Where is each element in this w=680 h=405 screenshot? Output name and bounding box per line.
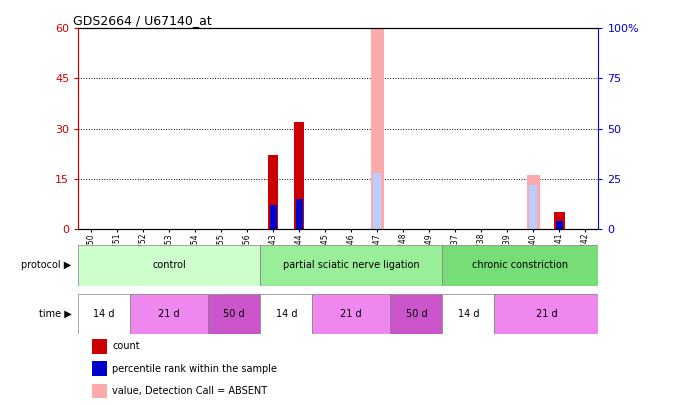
Text: percentile rank within the sample: percentile rank within the sample (112, 364, 277, 373)
Bar (268, 155, 279, 229)
Text: control: control (152, 260, 186, 270)
Text: 21 d: 21 d (341, 309, 362, 319)
Text: 21 d: 21 d (536, 309, 557, 319)
Bar (371, 28, 384, 229)
Bar (373, 173, 381, 229)
Bar (131, 294, 208, 334)
Bar (78, 294, 131, 334)
Bar (78, 245, 260, 286)
Text: 14 d: 14 d (458, 309, 479, 319)
Bar (208, 294, 260, 334)
Bar (530, 185, 537, 229)
Text: 14 d: 14 d (93, 309, 115, 319)
Text: protocol ▶: protocol ▶ (21, 260, 71, 270)
Text: 21 d: 21 d (158, 309, 180, 319)
Bar (494, 294, 598, 334)
Bar (554, 212, 564, 229)
Bar (442, 294, 494, 334)
Text: chronic constriction: chronic constriction (473, 260, 568, 270)
Text: 50 d: 50 d (224, 309, 245, 319)
Bar (527, 175, 540, 229)
Bar (260, 294, 312, 334)
Bar (390, 294, 442, 334)
Bar (312, 294, 390, 334)
Bar (294, 122, 305, 229)
Bar (270, 205, 277, 229)
Text: value, Detection Call = ABSENT: value, Detection Call = ABSENT (112, 386, 267, 396)
Text: count: count (112, 341, 140, 351)
Text: GDS2664 / U67140_at: GDS2664 / U67140_at (73, 14, 211, 27)
Bar (442, 245, 598, 286)
Bar (556, 221, 562, 229)
Text: 14 d: 14 d (275, 309, 297, 319)
Text: 50 d: 50 d (405, 309, 427, 319)
Bar (260, 245, 442, 286)
Text: time ▶: time ▶ (39, 309, 71, 319)
Bar (296, 199, 303, 229)
Text: partial sciatic nerve ligation: partial sciatic nerve ligation (283, 260, 420, 270)
